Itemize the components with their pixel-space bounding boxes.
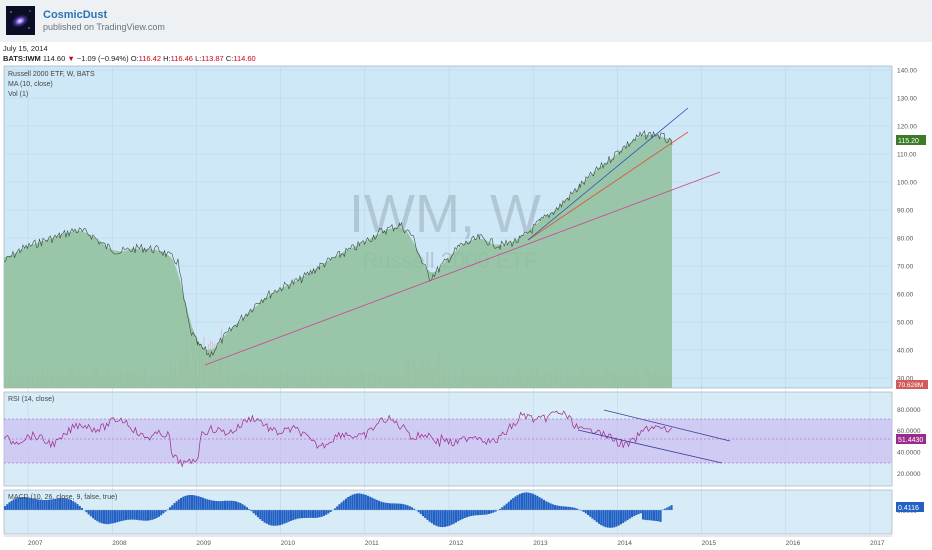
symbol-quote-line: BATS:IWM 114.60 ▼ −1.09 (−0.94%) O:116.4… xyxy=(3,54,256,63)
year-tick-label: 2011 xyxy=(365,540,379,547)
high-label: H: xyxy=(163,54,171,63)
year-tick-label: 2009 xyxy=(196,540,211,547)
price-axis: 140.00 130.00 120.00 110.00 100.00 90.00 80.00… xyxy=(897,68,917,383)
price-tick-label: 70.00 xyxy=(897,264,914,271)
price-tick-label: 40.00 xyxy=(897,348,914,355)
price-tick-label: 80.00 xyxy=(897,236,914,243)
ticker-label: BATS:IWM xyxy=(3,54,41,63)
rsi-tick-label: 40.0000 xyxy=(897,450,921,457)
last-price-badge xyxy=(896,135,926,145)
price-tick-label: 100.00 xyxy=(897,180,917,187)
volume-badge-text: 70.628M xyxy=(898,382,923,389)
year-tick-label: 2014 xyxy=(617,540,632,547)
rsi-tick-label: 60.0000 xyxy=(897,428,921,435)
year-tick-label: 2012 xyxy=(449,540,464,547)
main-pane-title: Russell 2000 ETF, W, BATS xyxy=(8,71,95,78)
close-label: C: xyxy=(225,54,234,63)
last-price-badge-text: 115.20 xyxy=(898,138,919,145)
price-tick-label: 110.00 xyxy=(897,152,917,159)
rsi-lower-channel[interactable] xyxy=(577,429,723,464)
open-label: O: xyxy=(130,54,139,63)
low-label: L: xyxy=(195,54,202,63)
price-tick-label: 120.00 xyxy=(897,124,917,131)
year-tick-label: 2017 xyxy=(870,540,885,547)
price-tick-label: 130.00 xyxy=(897,96,917,103)
price-area-fill xyxy=(4,134,672,388)
rsi-pane-title[interactable]: RSI (14, close) xyxy=(8,396,54,403)
author-name-link[interactable]: CosmicDust xyxy=(43,9,108,21)
price-tick-label: 30.00 xyxy=(897,376,914,383)
year-tick-label: 2010 xyxy=(281,540,296,547)
year-tick-label: 2007 xyxy=(28,540,43,547)
volume-study-label[interactable]: Vol (1) xyxy=(8,91,28,98)
snapshot-date: July 15, 2014 xyxy=(3,44,48,53)
rsi-band xyxy=(4,419,892,463)
time-axis: 2007 2008 2009 2010 2011 2012 2013 2014 2015 2016… xyxy=(28,540,885,547)
year-tick-label: 2013 xyxy=(533,540,548,547)
year-tick-label: 2016 xyxy=(786,540,801,547)
volume-badge xyxy=(896,380,928,389)
long-term-trendline[interactable] xyxy=(204,171,721,366)
year-tick-label: 2008 xyxy=(112,540,127,547)
macd-value-badge xyxy=(896,502,924,512)
price-line xyxy=(4,130,673,359)
publication-header: CosmicDust published on TradingView.com xyxy=(0,0,932,42)
low-value: 113.87 xyxy=(201,54,224,63)
rsi-axis: 80.0000 60.0000 40.0000 20.0000 xyxy=(897,407,921,478)
rsi-tick-label: 20.0000 xyxy=(897,471,921,478)
rsi-tick-label: 80.0000 xyxy=(897,407,921,414)
price-tick-label: 60.00 xyxy=(897,292,914,299)
price-tick-label: 140.00 xyxy=(897,68,917,75)
price-tick-label: 90.00 xyxy=(897,208,914,215)
macd-value-badge-text: 0.4116 xyxy=(898,505,919,512)
year-tick-label: 2015 xyxy=(702,540,717,547)
close-value: 114.60 xyxy=(233,54,256,63)
down-arrow-icon: ▼ xyxy=(67,54,75,63)
galaxy-icon xyxy=(6,6,35,35)
rsi-upper-channel[interactable] xyxy=(603,409,731,442)
high-value: 116.46 xyxy=(170,54,193,63)
author-avatar[interactable] xyxy=(6,6,35,35)
macd-pane-title[interactable]: MACD (10, 26, close, 9, false, true) xyxy=(8,494,117,501)
published-on-label: published on TradingView.com xyxy=(43,22,165,32)
rsi-line xyxy=(4,410,673,468)
price-change: −1.09 (−0.94%) xyxy=(76,54,129,63)
price-tick-label: 50.00 xyxy=(897,320,914,327)
ma-study-label[interactable]: MA (10, close) xyxy=(8,81,53,88)
rsi-value-badge-text: 51.4430 xyxy=(898,437,923,444)
rsi-value-badge xyxy=(896,434,926,444)
last-price: 114.60 xyxy=(42,54,66,63)
short-term-trendline[interactable] xyxy=(527,107,689,241)
open-value: 116.42 xyxy=(138,54,161,63)
mid-term-trendline[interactable] xyxy=(527,131,689,241)
